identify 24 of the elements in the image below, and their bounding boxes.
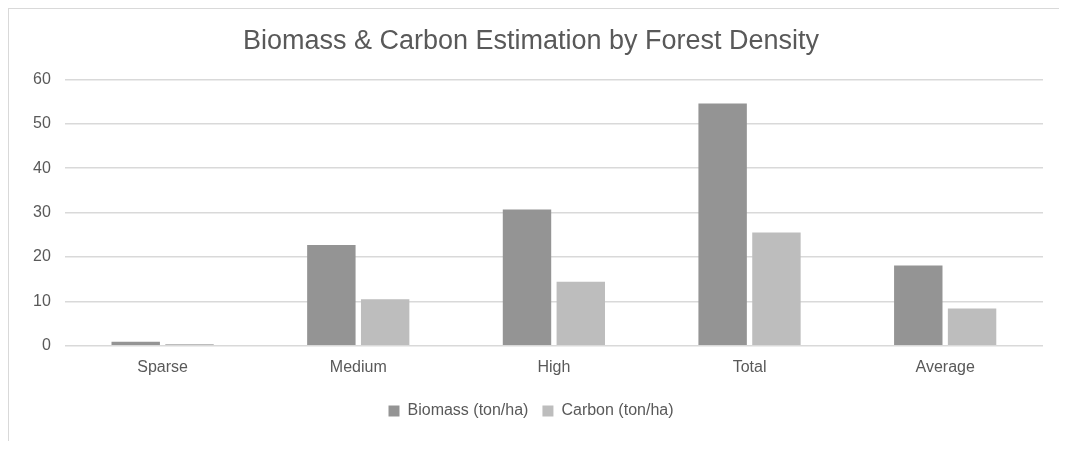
bar: [502, 209, 552, 346]
x-tick-label: Sparse: [137, 357, 189, 375]
y-tick-label: 50: [33, 114, 51, 132]
bar: [556, 281, 606, 346]
legend-label: Biomass (ton/ha): [407, 401, 529, 419]
bar: [307, 245, 356, 346]
bar: [698, 103, 747, 346]
x-tick-label: Medium: [329, 357, 387, 375]
y-tick-label: 10: [33, 291, 51, 309]
x-tick-label: High: [537, 357, 571, 375]
y-tick-label: 60: [33, 69, 51, 87]
x-tick-label: Total: [732, 357, 767, 375]
y-tick-label: 30: [33, 203, 51, 221]
chart-title: Biomass & Carbon Estimation by Forest Density: [242, 24, 820, 55]
bar: [752, 232, 801, 346]
y-tick-label: 40: [33, 158, 51, 176]
y-tick-label: 20: [33, 247, 51, 265]
bar: [360, 299, 410, 346]
legend-label: Carbon (ton/ha): [561, 401, 674, 419]
x-tick-label: Average: [915, 357, 975, 375]
bar: [947, 308, 997, 346]
y-tick-label: 0: [41, 336, 51, 354]
bar: [894, 265, 943, 346]
bar: [111, 341, 160, 346]
